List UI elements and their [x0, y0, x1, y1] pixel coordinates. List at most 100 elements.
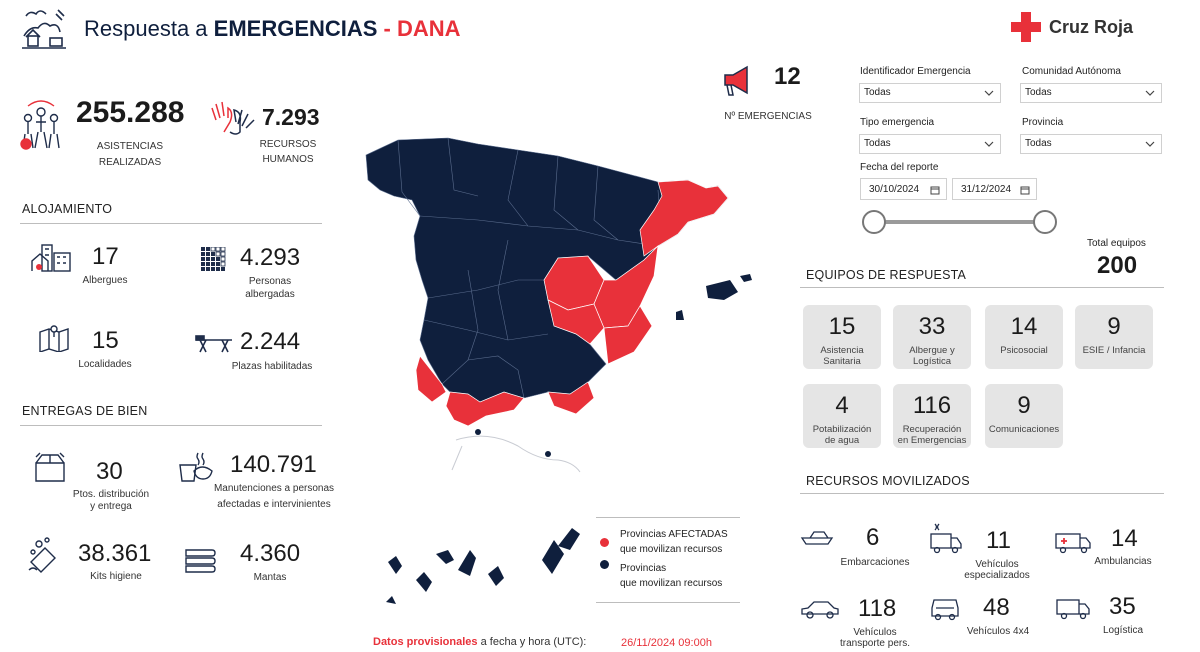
slider-handle-start[interactable]	[862, 210, 886, 234]
plazas-label: Plazas habilitadas	[231, 361, 313, 372]
province-catalonia-east	[639, 179, 729, 257]
recursos-movilizados-title: RECURSOS MOVILIZADOS	[806, 474, 970, 488]
tile-recuperacion[interactable]: 116 Recuperación en Emergencias	[893, 384, 971, 448]
emergencias-value: 12	[774, 63, 801, 90]
vehiculos-especializados-label-2: especializados	[964, 570, 1030, 581]
spain-provinces-map[interactable]	[358, 130, 768, 615]
filter-tipo-dropdown[interactable]: Todas	[859, 134, 1001, 154]
province-alicante	[603, 305, 653, 365]
emergency-landslide-icon	[20, 6, 68, 52]
jeep-icon	[930, 596, 960, 622]
legend-other-line-1: Provincias	[620, 563, 667, 574]
cot-bed-icon	[194, 334, 234, 356]
ambulancias-label: Ambulancias	[1094, 556, 1152, 567]
chevron-down-icon	[1145, 90, 1155, 96]
legend-affected-line-1: Provincias AFECTADAS	[620, 529, 728, 540]
ambulancias-value: 14	[1111, 525, 1138, 552]
boat-icon	[800, 528, 836, 546]
megaphone-icon	[719, 63, 755, 99]
page-title: Respuesta a EMERGENCIAS - DANA	[84, 16, 461, 41]
embarcaciones-label: Embarcaciones	[840, 557, 910, 568]
equipos-divider	[800, 287, 1164, 288]
legend-other-line-2: que movilizan recursos	[620, 578, 723, 589]
tile-potabilizacion[interactable]: 4 Potabilización de agua	[803, 384, 881, 448]
personas-value: 4.293	[240, 244, 301, 271]
filter-fecha-label: Fecha del reporte	[860, 162, 939, 173]
puntos-label-1: Ptos. distribución	[72, 489, 150, 500]
puntos-label-2: y entrega	[90, 501, 132, 512]
total-equipos-value: 200	[1097, 252, 1138, 279]
asistencias-label-2: REALIZADAS	[98, 157, 162, 168]
footer-note: Datos provisionales a fecha y hora (UTC)…	[373, 636, 587, 648]
calendar-icon	[1020, 186, 1030, 195]
date-range-slider[interactable]	[862, 208, 1057, 236]
vehiculos-4x4-label: Vehículos 4x4	[966, 626, 1030, 637]
tile-esie-infancia[interactable]: 9 ESIE / Infancia	[1075, 305, 1153, 369]
filter-identificador-dropdown[interactable]: Todas	[859, 83, 1001, 103]
legend-top-divider	[596, 517, 740, 518]
vehiculos-transporte-label-1: Vehículos	[853, 627, 897, 638]
legend-affected-line-2: que movilizan recursos	[620, 544, 723, 555]
vehiculos-especializados-value: 11	[986, 527, 1011, 554]
distribution-box-icon	[32, 451, 68, 483]
slider-handle-end[interactable]	[1033, 210, 1057, 234]
manutenciones-label-1: Manutenciones a personas	[213, 483, 335, 494]
vehiculos-transporte-label-2: transporte pers.	[839, 638, 911, 649]
filter-comunidad-dropdown[interactable]: Todas	[1020, 83, 1162, 103]
asistencias-value: 255.288	[76, 96, 185, 129]
ambulance-icon	[1054, 532, 1092, 554]
vehiculos-4x4-value: 48	[983, 594, 1010, 621]
vehiculos-especializados-label-1: Vehículos	[975, 559, 1019, 570]
albergues-label: Albergues	[82, 275, 128, 286]
tile-asistencia-sanitaria[interactable]: 15 Asistencia Sanitaria	[803, 305, 881, 369]
date-from-input[interactable]: 30/10/2024	[860, 178, 947, 200]
tile-albergue-logistica[interactable]: 33 Albergue y Logística	[893, 305, 971, 369]
blankets-icon	[184, 546, 216, 576]
tile-psicosocial[interactable]: 14 Psicosocial	[985, 305, 1063, 369]
entregas-title: ENTREGAS DE BIEN	[22, 404, 148, 418]
van-icon	[929, 522, 963, 554]
kits-label: Kits higiene	[90, 571, 142, 582]
alojamiento-divider	[20, 223, 322, 224]
recursos-label-2: HUMANOS	[262, 154, 314, 165]
logistica-label: Logística	[1102, 625, 1144, 636]
footer-datetime: 26/11/2024 09:00h	[621, 637, 712, 649]
date-to-input[interactable]: 31/12/2024	[952, 178, 1037, 200]
hands-icon	[210, 96, 256, 138]
chevron-down-icon	[984, 141, 994, 147]
vehiculos-transporte-value: 118	[858, 595, 897, 622]
province-huelva	[415, 355, 447, 403]
localidades-value: 15	[92, 327, 119, 354]
total-equipos-label: Total equipos	[1087, 238, 1146, 249]
personas-label-1: Personas	[248, 276, 292, 287]
calendar-icon	[930, 186, 940, 195]
tile-comunicaciones[interactable]: 9 Comunicaciones	[985, 384, 1063, 448]
mantas-value: 4.360	[240, 540, 301, 567]
car-icon	[800, 600, 840, 620]
embarcaciones-value: 6	[866, 524, 880, 551]
shelter-buildings-icon	[30, 243, 74, 273]
filter-provincia-dropdown[interactable]: Todas	[1020, 134, 1162, 154]
province-almeria	[547, 381, 595, 415]
asistencias-label-1: ASISTENCIAS	[96, 141, 164, 152]
emergencias-label: Nº EMERGENCIAS	[724, 111, 812, 122]
red-cross-icon	[1011, 12, 1041, 42]
manutenciones-label-2: afectadas e intervinientes	[217, 499, 331, 510]
food-cup-icon	[178, 451, 214, 483]
manutenciones-value: 140.791	[230, 451, 317, 478]
recursos-movilizados-divider	[800, 493, 1164, 494]
province-albacete	[547, 299, 605, 345]
legend-affected-dot	[600, 538, 609, 547]
chevron-down-icon	[984, 90, 994, 96]
cruz-roja-logo: Cruz Roja	[1011, 12, 1133, 42]
albergues-value: 17	[92, 243, 119, 270]
recursos-value: 7.293	[262, 104, 320, 130]
truck-icon	[1055, 598, 1091, 620]
entregas-divider	[20, 425, 322, 426]
recursos-label-1: RECURSOS	[259, 139, 317, 150]
people-assistance-icon	[16, 96, 66, 154]
personas-label-2: albergadas	[245, 289, 295, 300]
balearic-islands	[676, 274, 752, 320]
legend-bottom-divider	[596, 602, 740, 603]
filter-comunidad-label: Comunidad Autónoma	[1022, 66, 1121, 77]
